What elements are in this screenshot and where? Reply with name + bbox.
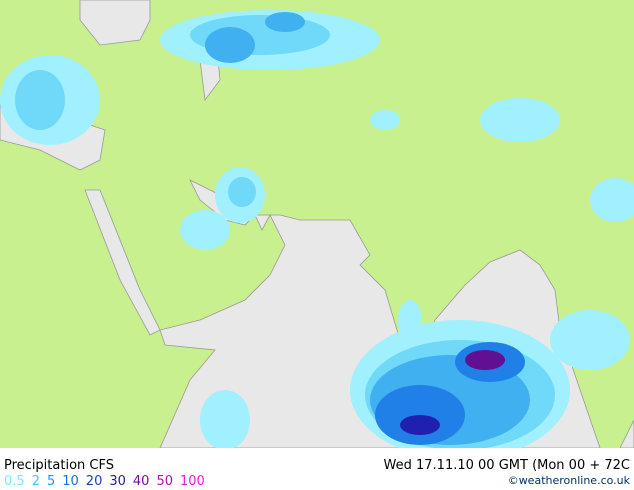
- footer: Precipitation CFS Wed 17.11.10 00 GMT (M…: [0, 448, 634, 490]
- legend-item: 40: [132, 474, 150, 489]
- map-title: Precipitation CFS: [4, 458, 114, 473]
- legend-item: 5: [46, 474, 56, 489]
- credit: ©weatheronline.co.uk: [507, 474, 630, 487]
- legend-item: 30: [109, 474, 126, 489]
- precipitation: [0, 10, 634, 448]
- legend-item: 50: [156, 474, 173, 489]
- legend-item: 10: [62, 474, 79, 489]
- legend-item: 20: [85, 474, 103, 489]
- map: [0, 0, 634, 448]
- legend: 0.5 2 5 10 20 30 40 50 100: [4, 474, 212, 489]
- legend-item: 100: [179, 474, 205, 489]
- run-time: Wed 17.11.10 00 GMT (Mon 00 + 72C: [383, 458, 630, 473]
- legend-item: 0.5: [4, 474, 25, 489]
- legend-item: 2: [31, 474, 40, 489]
